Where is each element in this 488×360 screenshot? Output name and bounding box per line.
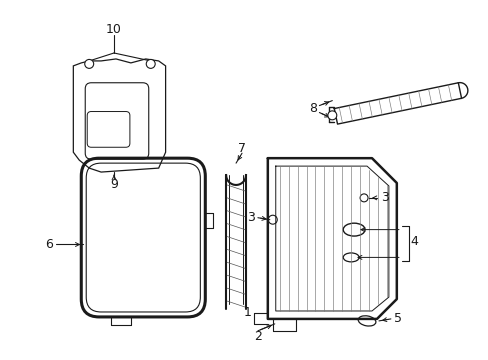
Text: 2: 2 xyxy=(253,330,261,343)
Text: 9: 9 xyxy=(110,179,118,192)
Text: 5: 5 xyxy=(393,312,401,325)
Text: 7: 7 xyxy=(238,142,245,155)
Circle shape xyxy=(327,111,336,120)
Text: 8: 8 xyxy=(309,102,317,115)
Text: 6: 6 xyxy=(45,238,53,251)
Text: 4: 4 xyxy=(410,235,418,248)
Text: 1: 1 xyxy=(244,306,251,319)
Text: 3: 3 xyxy=(380,192,388,204)
Circle shape xyxy=(84,59,94,68)
Text: 10: 10 xyxy=(106,23,122,36)
Circle shape xyxy=(146,59,155,68)
Text: 3: 3 xyxy=(246,211,254,224)
